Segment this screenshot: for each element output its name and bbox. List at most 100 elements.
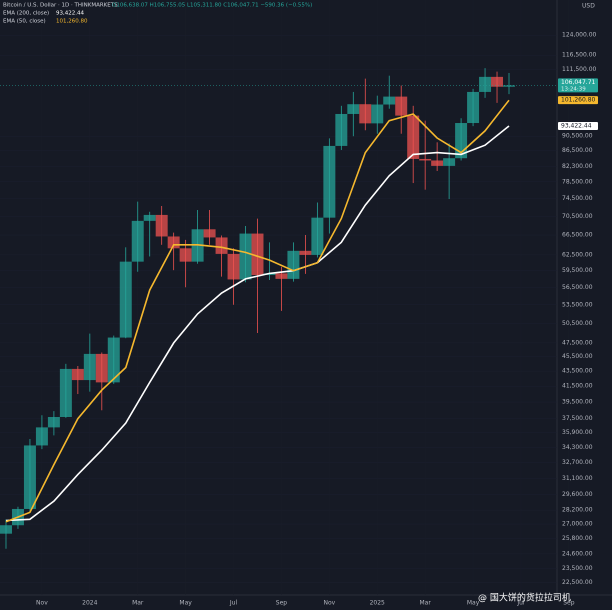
y-tick-label: 82,300.00 [562, 163, 593, 170]
y-tick-label: 23,500.00 [562, 565, 593, 572]
legend-name: EMA (200, close) [3, 11, 49, 17]
price-label-box [558, 122, 598, 131]
candle-body [455, 123, 468, 159]
y-tick-label: 39,500.00 [562, 399, 593, 406]
countdown: 13:24:39 [561, 86, 586, 92]
x-tick-label: Sep [563, 600, 575, 607]
candle-body [143, 214, 156, 221]
candle-body [131, 220, 144, 262]
candle-body [383, 96, 396, 105]
y-tick-label: 34,300.00 [562, 444, 593, 451]
price-label: 101,260.80 [561, 97, 596, 104]
currency: USD [582, 3, 595, 10]
candle-body [59, 368, 72, 418]
y-tick-label: 116,500.00 [562, 52, 597, 59]
candle-body [47, 417, 60, 428]
candle-body [23, 445, 36, 509]
x-tick-label: 2025 [370, 600, 385, 607]
candle-body [491, 76, 504, 87]
ema-line [5, 125, 510, 522]
candle-body [203, 229, 216, 238]
candle-body [407, 115, 420, 159]
y-tick-label: 27,000.00 [562, 521, 593, 528]
x-tick-label: Nov [36, 600, 48, 607]
candle-body [179, 248, 192, 262]
y-tick-label: 74,500.00 [562, 195, 593, 202]
y-tick-label: 32,700.00 [562, 459, 593, 466]
y-tick-label: 62,500.00 [562, 251, 593, 258]
candle-body [419, 158, 432, 161]
x-tick-label: Jul [229, 600, 238, 607]
y-tick-label: 70,500.00 [562, 213, 593, 220]
y-tick-label: 124,000.00 [562, 32, 597, 39]
candle-body [0, 525, 12, 534]
candle-body [311, 217, 324, 255]
y-tick-label: 29,600.00 [562, 491, 593, 498]
candle-body [227, 253, 240, 280]
price-label-box [558, 96, 598, 105]
y-tick-label: 86,500.00 [562, 147, 593, 154]
y-tick-label: 78,500.00 [562, 178, 593, 185]
y-tick-label: 56,500.00 [562, 284, 593, 291]
candle-body [155, 214, 168, 237]
candle-body [107, 337, 120, 383]
last-price-box [558, 78, 598, 93]
y-tick-label: 47,500.00 [562, 339, 593, 346]
candle-body [251, 233, 264, 276]
y-tick-label: 41,500.00 [562, 383, 593, 390]
candle-body [395, 96, 408, 116]
y-tick-label: 31,100.00 [562, 475, 593, 482]
x-tick-label: Nov [323, 600, 335, 607]
y-tick-label: 45,500.00 [562, 353, 593, 360]
axes: 124,000.00 116,500.00 111,500.00 90,500.00 8… [36, 32, 598, 607]
y-tick-label: 66,500.00 [562, 232, 593, 239]
y-tick-label: 35,900.00 [562, 429, 593, 436]
candle-body [335, 113, 348, 146]
candle-body [71, 368, 84, 381]
y-tick-label: 24,600.00 [562, 550, 593, 557]
candle-body [215, 237, 228, 254]
watermark: @ 国大饼的货拉拉司机 [478, 592, 571, 604]
x-tick-label: Sep [276, 600, 288, 607]
candle-body [167, 236, 180, 249]
legend-value: 101,260.80 [56, 19, 88, 25]
candle-body [95, 353, 108, 383]
y-tick-label: 50,500.00 [562, 320, 593, 327]
y-tick-label: 59,500.00 [562, 267, 593, 274]
candle-body [431, 160, 444, 166]
y-tick-label: 28,200.00 [562, 507, 593, 514]
x-tick-label: May [179, 600, 192, 607]
y-tick-label: 25,800.00 [562, 535, 593, 542]
legend-name: EMA (50, close) [3, 19, 46, 25]
x-tick-label: Mar [132, 600, 144, 607]
x-tick-label: May [467, 600, 480, 607]
candle-body [347, 104, 360, 114]
candle-body [467, 91, 480, 124]
symbol: Bitcoin / U.S. Dollar · 1D · THINKMARKET… [3, 3, 118, 9]
candle-body [287, 250, 300, 279]
candle-body [239, 233, 252, 280]
ema-line [5, 99, 510, 523]
x-tick-label: Jul [516, 600, 525, 607]
candle-body [275, 273, 288, 279]
candle-body [119, 261, 132, 338]
candle-body [443, 158, 456, 166]
y-tick-label: 43,500.00 [562, 368, 593, 375]
candle-body [299, 250, 312, 255]
y-tick-label: 53,500.00 [562, 301, 593, 308]
legend-value: 93,422.44 [56, 11, 84, 17]
candle-body [323, 145, 336, 218]
grid [0, 34, 557, 583]
y-tick-label: 111,500.00 [562, 66, 597, 73]
candle-body [371, 104, 384, 124]
y-tick-label: 90,500.00 [562, 133, 593, 140]
x-tick-label: Mar [420, 600, 432, 607]
candle-body [503, 85, 515, 87]
candle-body [83, 353, 96, 381]
x-tick-label: 2024 [82, 600, 97, 607]
candle-body [35, 427, 48, 446]
plot [0, 68, 557, 549]
ohlc: O106,638.07 H106,755.05 L105,311.80 C106… [112, 3, 312, 9]
y-tick-label: 22,500.00 [562, 579, 593, 586]
